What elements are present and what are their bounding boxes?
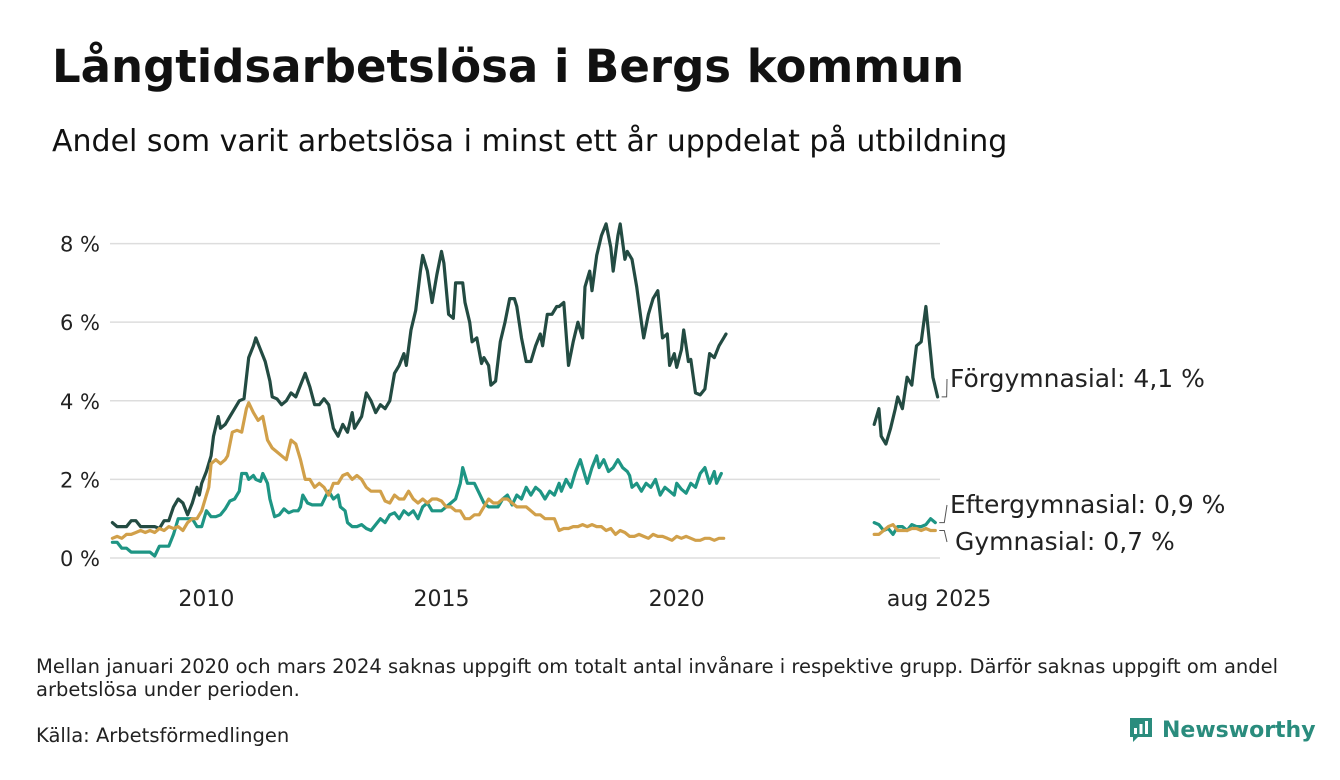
brand-logo: Newsworthy bbox=[1128, 716, 1316, 744]
series-förgymnasial bbox=[110, 222, 940, 531]
y-tick-label: 4 % bbox=[60, 390, 100, 414]
line-chart: 0 % 2 % 4 % 6 % 8 % 2010 2015 2020 aug 2025 För… bbox=[60, 222, 1225, 612]
chart-title: Långtidsarbetslösa i Bergs kommun bbox=[52, 40, 965, 93]
y-tick-label: 8 % bbox=[60, 233, 100, 257]
series-end-label: Förgymnasial: 4,1 % bbox=[950, 364, 1205, 393]
series-end-label: Gymnasial: 0,7 % bbox=[955, 527, 1175, 556]
series-end-label: Eftergymnasial: 0,9 % bbox=[950, 490, 1225, 519]
series-line bbox=[110, 222, 728, 531]
y-tick-label: 0 % bbox=[60, 547, 100, 571]
label-leader-line bbox=[939, 529, 948, 543]
series-line bbox=[110, 401, 726, 542]
y-tick-label: 2 % bbox=[60, 468, 100, 492]
series-gymnasial bbox=[110, 401, 937, 542]
gridlines bbox=[110, 242, 940, 559]
series-line bbox=[872, 304, 940, 446]
x-tick-label: 2020 bbox=[649, 587, 705, 612]
series-end-labels: Förgymnasial: 4,1 % Eftergymnasial: 0,9 %… bbox=[939, 364, 1225, 556]
brand-name: Newsworthy bbox=[1162, 717, 1316, 743]
x-tick-label: 2015 bbox=[414, 587, 470, 612]
footnote: Mellan januari 2020 och mars 2024 saknas… bbox=[36, 655, 1279, 701]
chart-subtitle: Andel som varit arbetslösa i minst ett å… bbox=[52, 124, 1008, 159]
x-tick-label: 2010 bbox=[178, 587, 234, 612]
series-line bbox=[872, 523, 937, 536]
series-lines bbox=[110, 222, 940, 558]
x-tick-label: aug 2025 bbox=[887, 587, 991, 612]
y-axis-ticks: 0 % 2 % 4 % 6 % 8 % bbox=[60, 233, 100, 571]
x-axis-ticks: 2010 2015 2020 aug 2025 bbox=[178, 587, 991, 612]
series-line bbox=[110, 454, 723, 558]
label-leader-line bbox=[939, 504, 948, 524]
label-leader-line bbox=[941, 378, 948, 398]
y-tick-label: 6 % bbox=[60, 311, 100, 335]
newsworthy-logo-icon bbox=[1130, 718, 1152, 742]
source-credit: Källa: Arbetsförmedlingen bbox=[36, 724, 290, 747]
